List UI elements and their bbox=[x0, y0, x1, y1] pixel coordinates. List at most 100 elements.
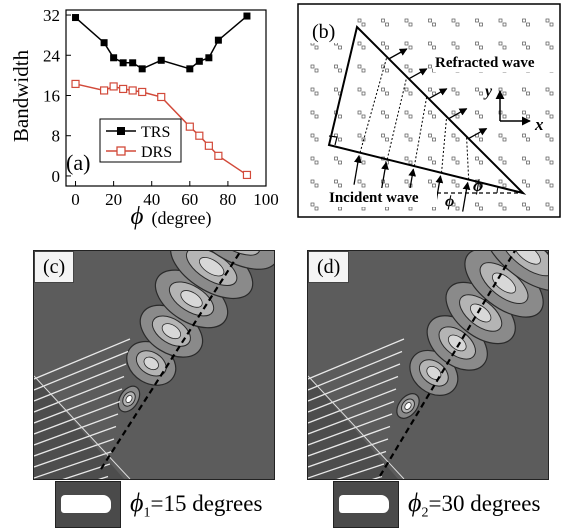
inset-shape-c bbox=[61, 495, 111, 513]
right-angle-mark bbox=[328, 135, 338, 146]
lattice-dot bbox=[502, 137, 507, 142]
lattice-dot bbox=[404, 41, 409, 46]
lattice-dot bbox=[479, 45, 483, 50]
legend-drs-marker bbox=[116, 146, 126, 156]
bandwidth-chart: 0 20 40 60 80 100 0 8 16 24 32 (a) Bandwidth ϕ (de… bbox=[9, 6, 279, 230]
lattice-dot bbox=[545, 133, 550, 138]
lattice-dot bbox=[451, 156, 456, 161]
caption-d: ϕ2=30 degrees bbox=[408, 488, 540, 522]
lattice-dot bbox=[455, 206, 460, 211]
data-point-trs bbox=[205, 54, 213, 62]
data-point-trs bbox=[243, 12, 251, 20]
lattice-dot bbox=[522, 41, 526, 46]
wavefront bbox=[483, 251, 548, 292]
crystal-stripe bbox=[336, 463, 385, 479]
lattice-dot bbox=[475, 41, 479, 46]
lattice-dot bbox=[522, 110, 526, 115]
lattice-dot bbox=[428, 18, 432, 23]
crystal-stripe bbox=[34, 338, 131, 380]
lattice-dot bbox=[357, 133, 362, 138]
lattice-dot bbox=[455, 160, 460, 165]
lattice-dot bbox=[338, 45, 342, 50]
inset-thumbnail-c bbox=[55, 481, 121, 528]
lattice-dot bbox=[498, 179, 503, 184]
wave-contour-inner bbox=[161, 323, 182, 340]
refracted-label-bg bbox=[433, 53, 557, 72]
lattice-dot bbox=[498, 156, 503, 161]
lattice-dot bbox=[361, 68, 366, 73]
crystal-stripe bbox=[308, 400, 395, 435]
dotted-ray bbox=[441, 116, 448, 173]
data-point-drs bbox=[214, 151, 223, 160]
refracted-wave-label: Refracted wave bbox=[435, 55, 535, 71]
lattice-dot bbox=[451, 110, 456, 115]
chart-series bbox=[71, 12, 252, 180]
data-point-drs bbox=[119, 84, 128, 94]
data-point-trs bbox=[129, 59, 137, 67]
lattice-dot bbox=[357, 179, 362, 184]
x-tick-label: 80 bbox=[219, 190, 236, 209]
chart-legend: TRS DRS bbox=[99, 118, 182, 163]
lattice-dot bbox=[549, 160, 554, 165]
lattice-dot bbox=[455, 114, 460, 119]
crystal-edge bbox=[308, 375, 405, 479]
lattice-dot bbox=[338, 114, 342, 119]
x-tick-label: 40 bbox=[143, 190, 160, 209]
angle-arc bbox=[496, 186, 499, 194]
caption-d-phi: ϕ bbox=[408, 488, 422, 517]
lattice-dot bbox=[428, 64, 432, 69]
lattice-dot bbox=[314, 114, 319, 119]
lattice-dot bbox=[338, 68, 342, 73]
wave-contour-inner bbox=[125, 394, 133, 404]
lattice-dot bbox=[428, 87, 432, 92]
crystal-region bbox=[308, 338, 405, 479]
crystal-stripe bbox=[308, 350, 403, 391]
lattice-dot bbox=[408, 45, 413, 50]
lattice-dot bbox=[404, 64, 409, 69]
wavefront bbox=[185, 251, 274, 270]
wavefront bbox=[170, 251, 254, 300]
lattice-dot bbox=[498, 133, 503, 138]
lattice-dot bbox=[455, 183, 460, 188]
crystal-region bbox=[34, 338, 131, 479]
refracted-arrow bbox=[408, 68, 428, 80]
crystal-stripe bbox=[34, 450, 113, 479]
lattice-dot bbox=[475, 18, 479, 23]
inset-thumbnail-d bbox=[333, 481, 399, 528]
lattice-dot bbox=[479, 206, 483, 211]
crystal-stripe bbox=[34, 375, 125, 413]
lattice-dot bbox=[310, 133, 315, 138]
lattice-dot bbox=[475, 202, 479, 207]
lattice-dot bbox=[385, 68, 389, 73]
lattice-dot bbox=[545, 179, 550, 184]
lattice-dot bbox=[381, 110, 385, 115]
lattice-dot bbox=[338, 160, 342, 165]
lattice-dot bbox=[357, 18, 362, 23]
lattice-dot bbox=[314, 91, 319, 96]
lattice-dot bbox=[381, 18, 385, 23]
lattice-dot bbox=[381, 87, 385, 92]
crystal-background bbox=[308, 376, 398, 479]
lattice-dot bbox=[385, 114, 389, 119]
lattice-dot bbox=[314, 206, 319, 211]
lattice-dot bbox=[479, 160, 483, 165]
lattice-dot bbox=[361, 22, 366, 27]
data-point-trs bbox=[100, 39, 108, 47]
lattice-dot bbox=[549, 91, 554, 96]
lattice-dot bbox=[357, 41, 362, 46]
crystal-stripe bbox=[34, 413, 119, 446]
x-tick-label: 100 bbox=[253, 190, 279, 209]
lattice-dot bbox=[479, 137, 483, 142]
data-point-drs bbox=[204, 141, 213, 150]
lattice-dot bbox=[361, 183, 366, 188]
wave-contour-inner bbox=[143, 356, 159, 371]
wavefront bbox=[396, 393, 420, 419]
crystal-stripe bbox=[308, 388, 397, 424]
chart-axes: 0 20 40 60 80 100 0 8 16 24 32 bbox=[43, 6, 279, 209]
incident-arrow bbox=[380, 161, 389, 192]
caption-d-sub: 2 bbox=[421, 505, 429, 521]
lattice-dot bbox=[451, 133, 456, 138]
lattice-dot bbox=[502, 183, 507, 188]
refracted-arrow bbox=[468, 127, 488, 140]
